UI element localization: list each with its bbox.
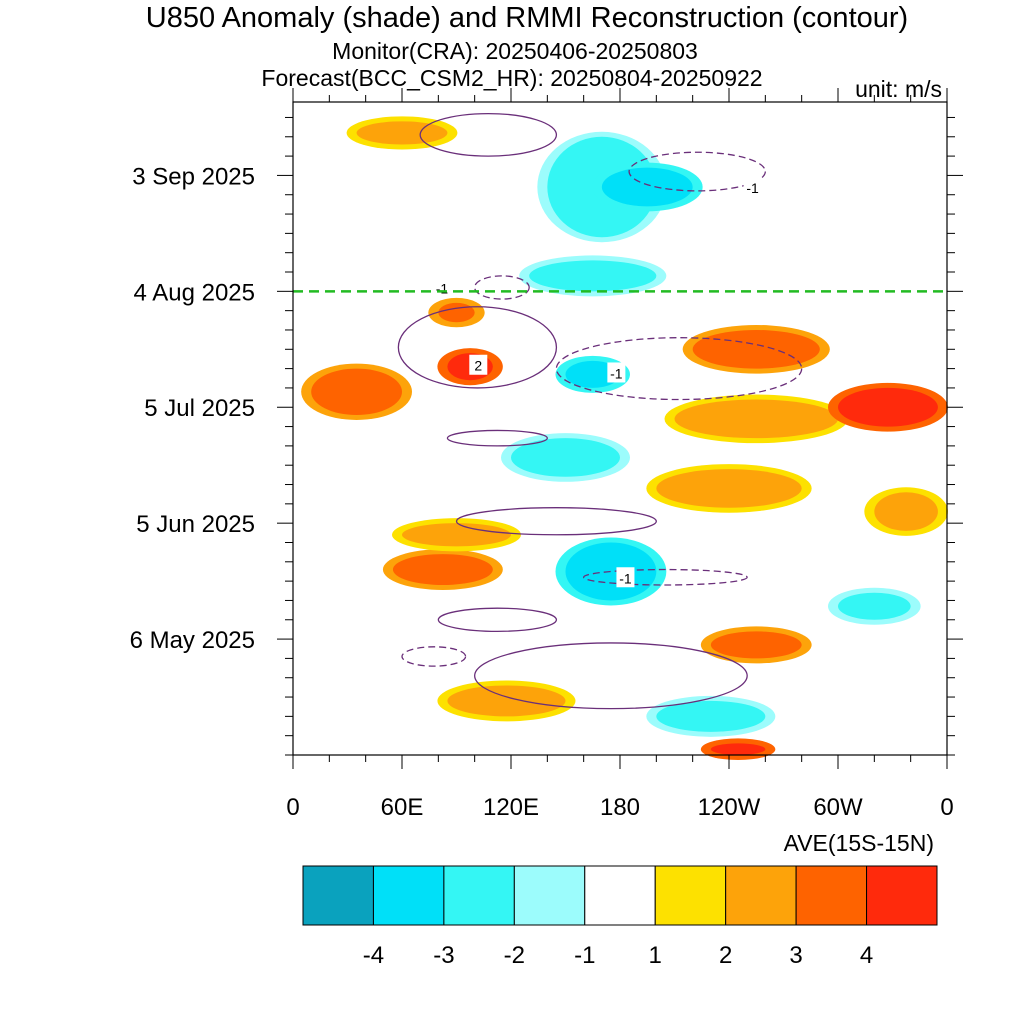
colorbar-swatch	[584, 865, 656, 926]
shade-region	[438, 302, 475, 323]
contour-positive	[397, 306, 558, 389]
contour-label: -1	[619, 570, 632, 586]
shade-region	[656, 469, 802, 508]
chart-title: U850 Anomaly (shade) and RMMI Reconstruc…	[145, 2, 909, 34]
x-tick-label: 180	[600, 794, 640, 821]
contour-layer: -1 -1 2 -1 -1	[293, 112, 947, 710]
region-label: AVE(15S-15N)	[783, 830, 934, 856]
contour-positive	[455, 507, 657, 536]
y-tick-label: 5 Jun 2025	[136, 511, 255, 538]
colorbar-swatch	[513, 865, 586, 926]
contour-label: -1	[610, 365, 623, 381]
x-tick-label: 0	[286, 794, 299, 821]
shade-region	[838, 387, 938, 427]
contour-negative	[474, 275, 530, 300]
colorbar-swatch	[654, 865, 727, 926]
unit-label: unit: m/s	[855, 76, 942, 102]
colorbar-swatch	[725, 865, 797, 926]
contour-negative	[628, 151, 766, 192]
shade-region	[710, 743, 766, 756]
colorbar-swatch	[795, 865, 868, 926]
y-tick-label: 4 Aug 2025	[134, 279, 255, 306]
contour-negative	[555, 337, 803, 401]
shade-region	[392, 554, 493, 585]
contour-label-box	[469, 354, 488, 375]
axis-layer: 0 60E 120E 180 120W 60W 0 3 Sep 2025 4 Aug 2025 5…	[130, 88, 963, 821]
y-tick-label: 5 Jul 2025	[144, 395, 255, 422]
shade-region	[874, 492, 938, 531]
contour-label: -1	[746, 180, 759, 196]
x-tick-label: 120E	[483, 794, 539, 821]
x-tick-label: 120W	[698, 794, 761, 821]
contour-positive	[446, 429, 548, 447]
contour-label-box	[616, 567, 635, 588]
shade-region	[710, 631, 802, 659]
colorbar-label: 3	[789, 942, 802, 969]
contour-label: 2	[474, 358, 482, 374]
colorbar: -4 -3 -2 -1 1 2 3 4	[302, 865, 938, 969]
colorbar-label: -1	[574, 942, 595, 969]
x-tick-label: 60E	[381, 794, 424, 821]
shade-layer	[293, 102, 948, 761]
contour-label-box	[743, 177, 762, 198]
shade-region	[447, 685, 566, 717]
chart-subtitle-monitor: Monitor(CRA): 20250406-20250803	[332, 38, 698, 64]
colorbar-swatch	[443, 865, 515, 926]
y-tick-label: 6 May 2025	[130, 627, 255, 654]
shade-region	[565, 542, 657, 601]
contour-positive	[437, 607, 558, 633]
x-tick-label: 0	[940, 794, 953, 821]
colorbar-swatch	[372, 865, 445, 926]
chart-subtitle-forecast: Forecast(BCC_CSM2_HR): 20250804-20250922	[261, 65, 763, 91]
shade-region	[356, 121, 448, 145]
shade-region	[311, 368, 403, 415]
shade-region	[838, 592, 911, 620]
shade-region	[601, 167, 693, 207]
colorbar-label: -2	[504, 942, 525, 969]
colorbar-swatch	[866, 865, 938, 926]
contour-label: -1	[436, 280, 449, 296]
contour-positive	[419, 112, 558, 157]
contour-label-box	[607, 362, 626, 383]
shade-region	[402, 523, 511, 547]
colorbar-label: 1	[649, 942, 662, 969]
colorbar-swatch	[302, 865, 374, 926]
colorbar-label: -4	[363, 942, 384, 969]
x-tick-label: 60W	[813, 794, 863, 821]
shade-region	[565, 360, 620, 388]
y-tick-label: 3 Sep 2025	[132, 163, 255, 190]
contour-negative	[583, 568, 748, 586]
contour-positive	[474, 642, 748, 710]
shade-region	[674, 399, 838, 439]
contour-negative	[401, 646, 467, 667]
shade-region	[656, 700, 766, 732]
colorbar-label: 2	[719, 942, 732, 969]
shade-region	[529, 260, 657, 292]
shade-region	[692, 329, 820, 369]
colorbar-label: 4	[860, 942, 873, 969]
colorbar-label: -3	[433, 942, 454, 969]
shade-region	[511, 438, 620, 477]
